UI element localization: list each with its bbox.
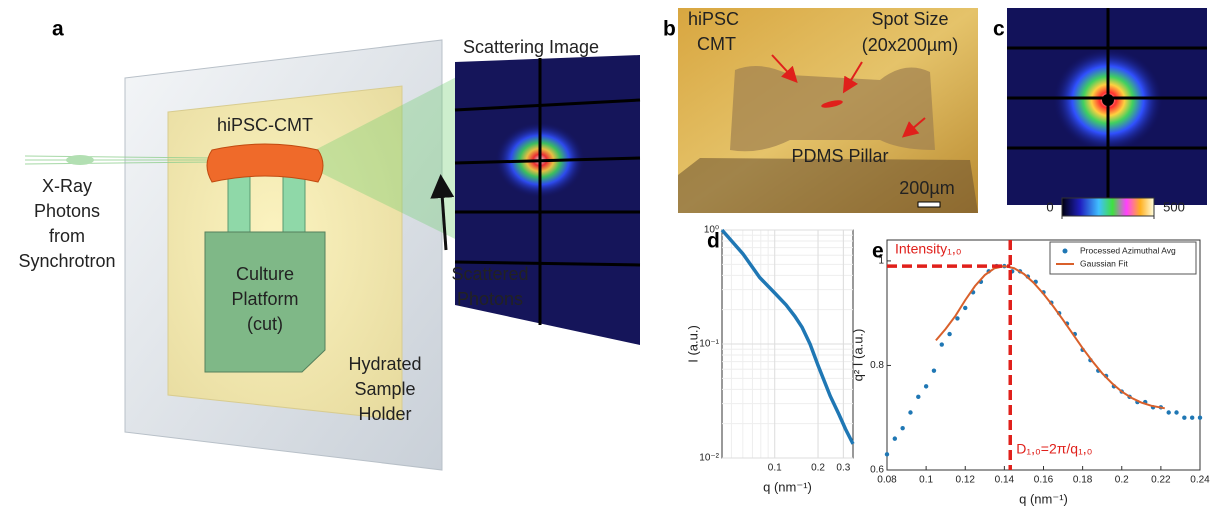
x-tick-label: 0.2 — [811, 463, 825, 474]
tissue — [207, 144, 323, 182]
data-point — [1190, 416, 1194, 420]
label: Holder — [358, 404, 411, 424]
data-point — [947, 332, 951, 336]
panel-letter: e — [872, 240, 884, 263]
label: Spot Size — [871, 9, 948, 29]
colorbar — [1062, 198, 1154, 216]
data-point — [1167, 410, 1171, 414]
y-tick-label: 10⁻² — [699, 453, 719, 464]
data-point — [908, 410, 912, 414]
x-tick-label: 0.12 — [956, 475, 976, 486]
label: from — [49, 226, 85, 246]
label: Sample — [354, 379, 415, 399]
data-point — [900, 426, 904, 430]
label: (20x200µm) — [862, 35, 958, 55]
label: hiPSC-CMT — [217, 115, 313, 135]
legend-label: Gaussian Fit — [1080, 258, 1128, 268]
x-axis-label: q (nm⁻¹) — [1019, 491, 1068, 506]
label: PDMS Pillar — [791, 146, 888, 166]
panel-letter: b — [663, 18, 676, 41]
panel-letter: a — [52, 18, 64, 41]
x-axis-label: q (nm⁻¹) — [763, 479, 812, 494]
label: Photons — [457, 289, 523, 309]
x-tick-label: 0.1 — [768, 463, 782, 474]
panel-letter: d — [707, 230, 720, 253]
data-point — [940, 342, 944, 346]
label: hiPSC — [688, 9, 739, 29]
data-point — [916, 395, 920, 399]
colorbar-label: 0 — [1046, 199, 1053, 214]
label: Photons — [34, 201, 100, 221]
label: Scattered — [451, 264, 528, 284]
x-tick-label: 0.3 — [836, 463, 850, 474]
data-point — [924, 384, 928, 388]
y-axis-label: I (a.u.) — [685, 325, 700, 363]
panel-c: c — [993, 8, 1207, 216]
colorbar-label: 500 — [1163, 199, 1185, 214]
x-tick-label: 0.1 — [919, 475, 933, 486]
x-tick-label: 0.2 — [1115, 475, 1129, 486]
label: Hydrated — [348, 354, 421, 374]
beamstop — [1102, 94, 1114, 106]
label: 200µm — [899, 178, 954, 198]
label: Scattering Image — [463, 37, 599, 57]
data-point — [932, 368, 936, 372]
y-tick-label: 0.6 — [870, 465, 884, 476]
data-point — [1174, 410, 1178, 414]
label: CMT — [697, 34, 736, 54]
tissue-image — [730, 66, 935, 151]
legend-label: Processed Azimuthal Avg — [1080, 245, 1176, 255]
figure: a Scattering Image hiPSC-CMT b PDMS Pill… — [0, 0, 1213, 520]
y-tick-label: 0.8 — [870, 360, 884, 371]
label: (cut) — [247, 314, 283, 334]
x-tick-label: 0.14 — [995, 475, 1015, 486]
label: Synchrotron — [18, 251, 115, 271]
x-tick-label: 0.18 — [1073, 475, 1093, 486]
x-tick-label: 0.16 — [1034, 475, 1054, 486]
panel-letter: c — [993, 18, 1005, 41]
data-point — [1182, 416, 1186, 420]
x-tick-label: 0.24 — [1190, 475, 1210, 486]
label: Culture — [236, 264, 294, 284]
label: X-Ray — [42, 176, 92, 196]
x-tick-label: 0.22 — [1151, 475, 1171, 486]
data-point — [963, 306, 967, 310]
x-tick-label: 0.08 — [877, 475, 897, 486]
scale-bar — [918, 202, 940, 207]
data-point — [1198, 416, 1202, 420]
data-point — [893, 436, 897, 440]
data-point — [885, 452, 889, 456]
y-axis-label: q² I (a.u.) — [850, 329, 865, 382]
annotation: Intensity₁,₀ — [895, 241, 962, 257]
annotation: D₁,₀=2π/q₁,₀ — [1016, 441, 1092, 457]
y-tick-label: 10⁻¹ — [699, 339, 719, 350]
label: Platform — [231, 289, 298, 309]
legend-swatch — [1063, 249, 1068, 254]
panel-a: a Scattering Image hiPSC-CMT — [25, 18, 640, 470]
